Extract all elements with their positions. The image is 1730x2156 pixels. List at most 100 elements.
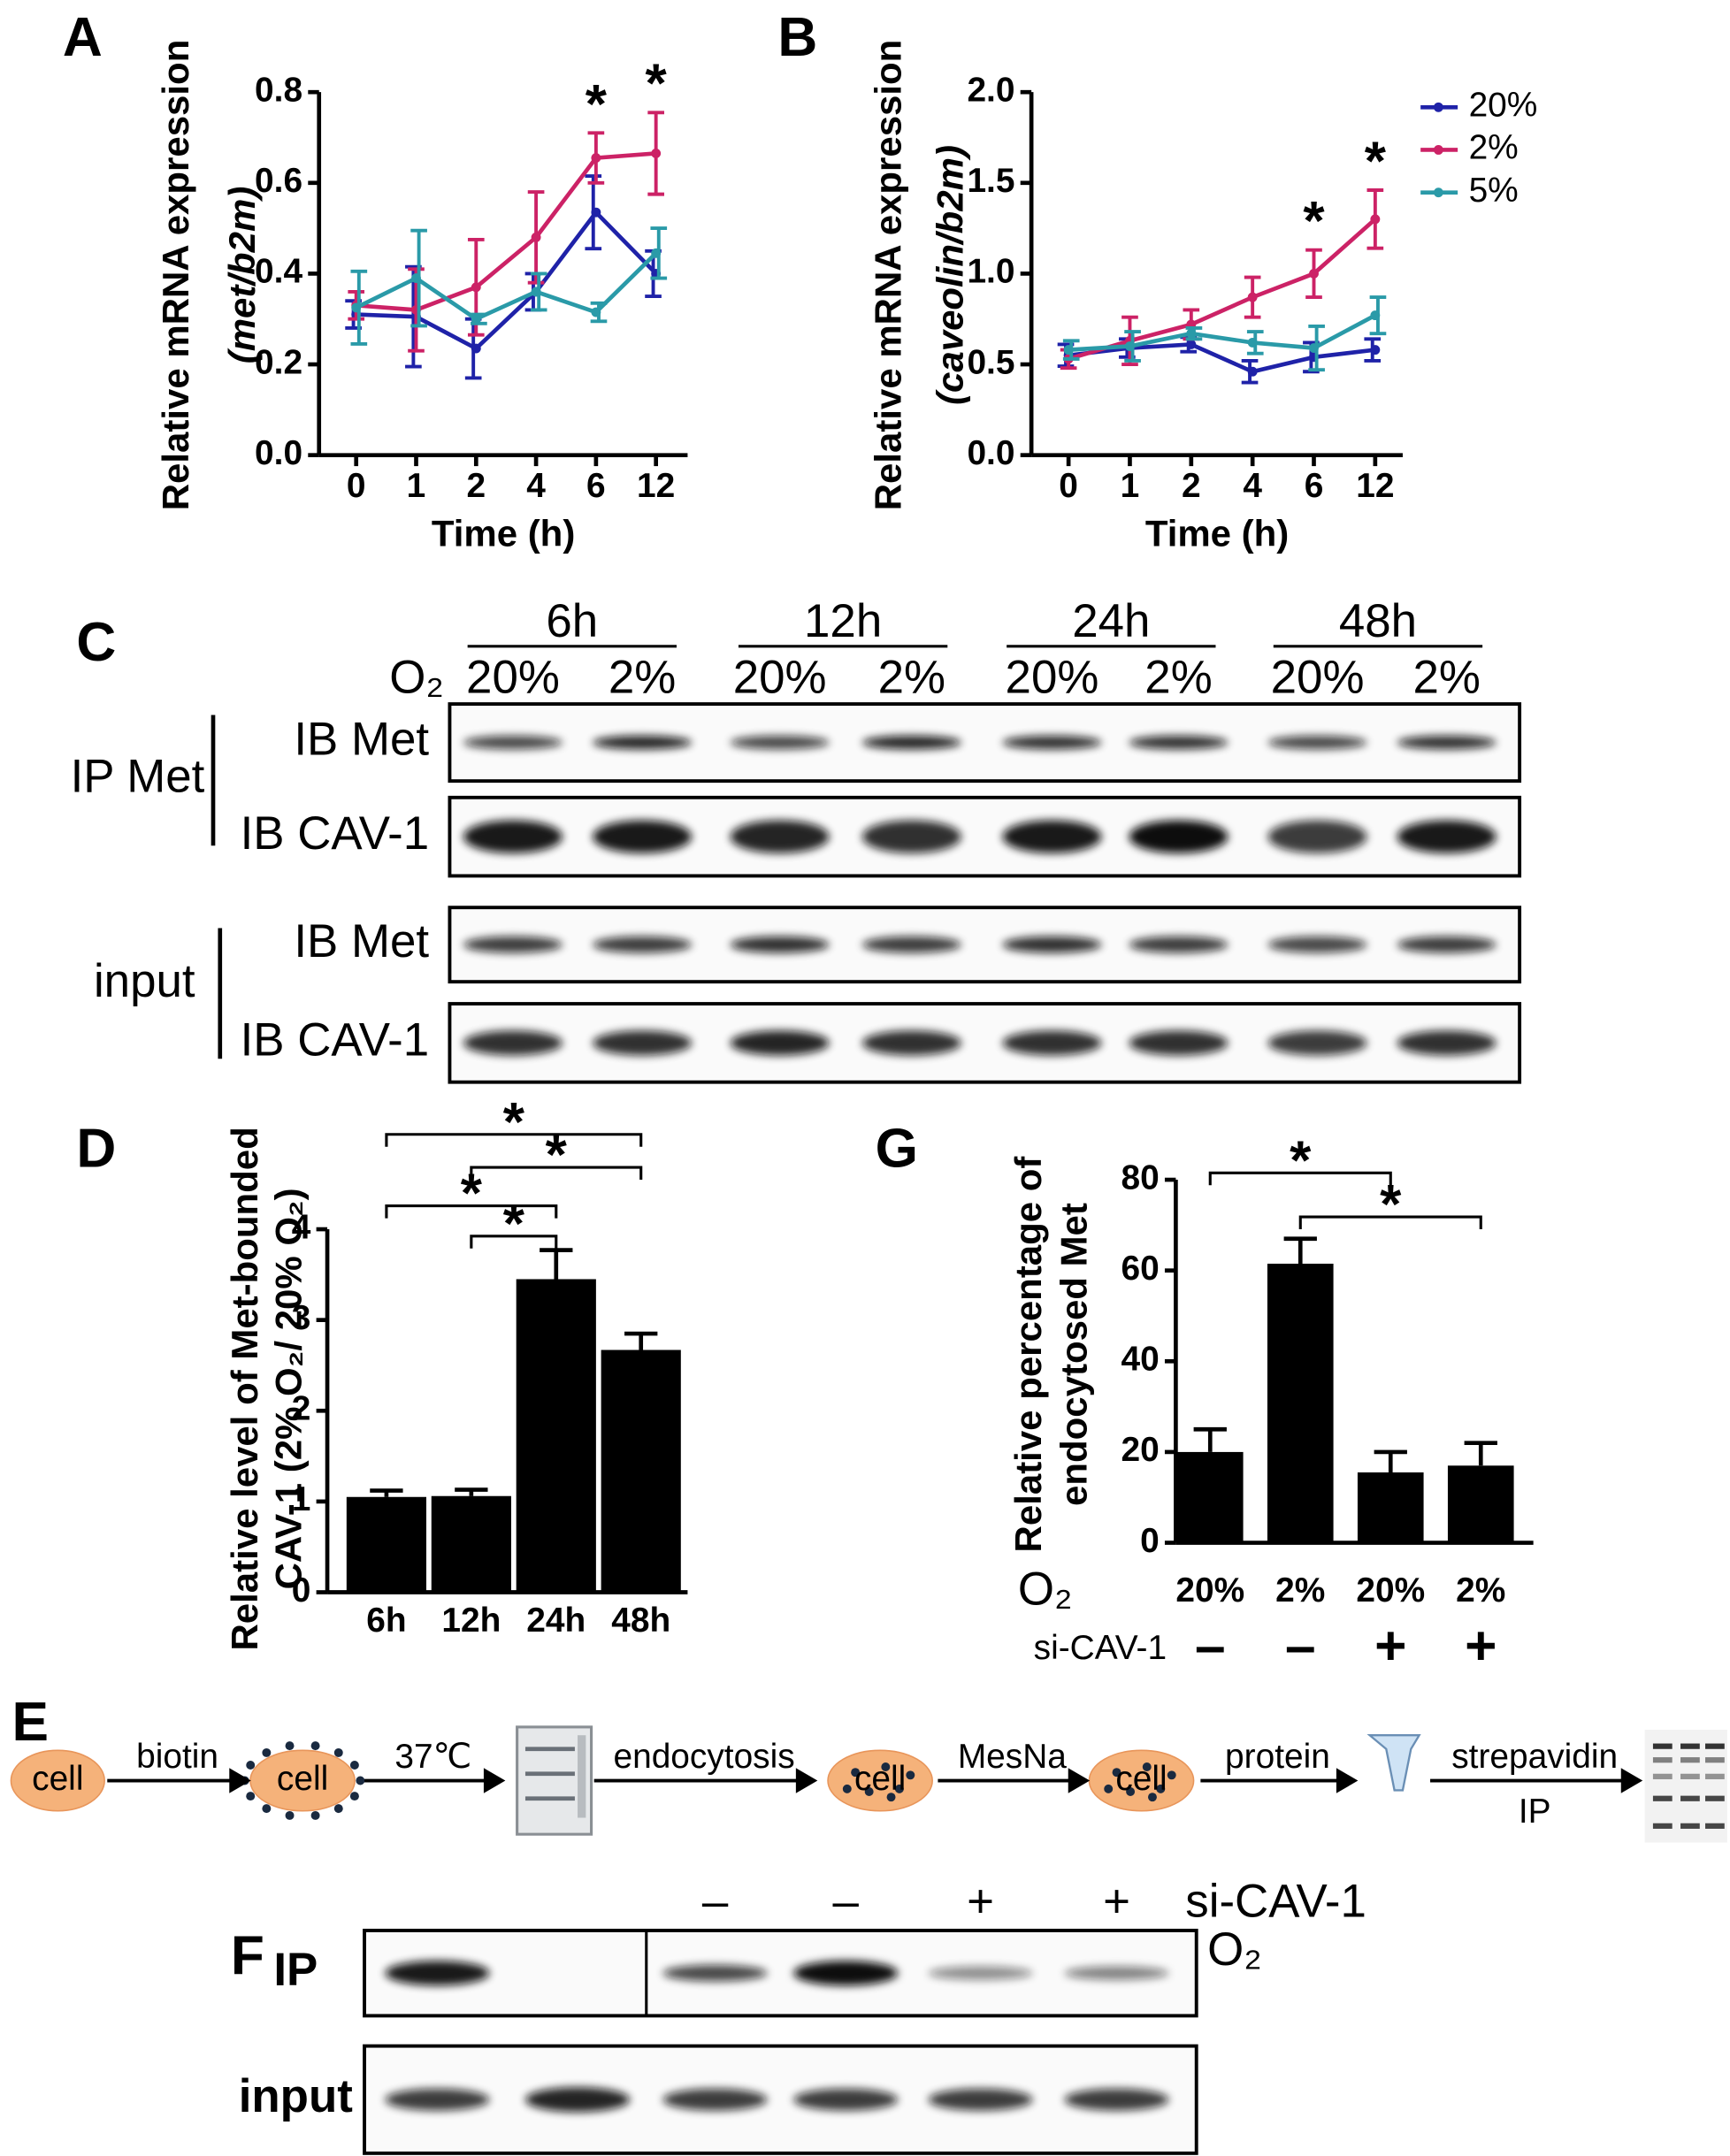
error-bar (1464, 1441, 1497, 1466)
biotin-dot (333, 1747, 343, 1757)
significance: * (546, 1125, 568, 1186)
error-bar (624, 1331, 658, 1350)
o2-value: 20% (1006, 652, 1099, 704)
panel-label: E (11, 1692, 48, 1753)
legend-label: 5% (1469, 172, 1519, 210)
blot-band (593, 735, 693, 750)
cell-label: cell (854, 1760, 906, 1798)
y-tick-label: 2.0 (967, 71, 1014, 109)
blot-band (928, 1966, 1033, 1980)
arrow (107, 1768, 251, 1793)
point (1186, 340, 1197, 349)
blot-band (463, 735, 563, 750)
blot-frame (363, 2044, 1198, 2155)
y-tick-label: 0.0 (967, 434, 1014, 472)
y-tick-label: 20 (1121, 1431, 1160, 1469)
panel-label: B (777, 7, 817, 68)
point (1370, 214, 1381, 225)
blot-band (662, 1964, 768, 1982)
biotin-dot (1142, 1762, 1152, 1771)
blot-band (730, 936, 830, 953)
o2-value: 20% (1271, 652, 1365, 704)
panel-label: F (231, 1925, 264, 1986)
point (1125, 341, 1135, 351)
panel-label: A (63, 7, 103, 68)
gel-band (1652, 1757, 1673, 1763)
x-tick-label: 0 (1059, 467, 1078, 505)
gel-band (1705, 1773, 1725, 1779)
gel-band (1652, 1795, 1673, 1801)
blot-band (1397, 820, 1497, 853)
x-tick-label: 6h (366, 1602, 406, 1640)
arrow (1200, 1768, 1359, 1793)
point (1309, 268, 1319, 279)
significance: * (1303, 191, 1325, 252)
point (471, 343, 481, 354)
row-label: IB Met (294, 714, 429, 766)
bar (431, 1495, 511, 1593)
significance-bracket (1298, 1215, 1482, 1230)
x-axis-label: Time (h) (432, 512, 575, 554)
bar (1176, 1451, 1244, 1543)
legend-marker (1433, 102, 1443, 112)
biotin-dot (851, 1768, 861, 1778)
significance-bracket (470, 1166, 643, 1181)
blot-band (861, 820, 961, 853)
bar (1267, 1263, 1334, 1543)
significance: * (503, 1092, 525, 1153)
biotin-dot (349, 1792, 359, 1801)
significance: * (646, 54, 668, 115)
biotin-dot (356, 1776, 365, 1785)
gel-band (1705, 1743, 1725, 1749)
blot-band (1129, 735, 1229, 750)
biotin-dot (285, 1741, 295, 1751)
y-tick-label: 0.4 (255, 253, 302, 291)
cell-label: cell (32, 1760, 83, 1798)
y-axis-label: Relative level of Met-bounded (224, 1127, 265, 1650)
y-tick-label: 0.8 (255, 71, 302, 109)
blot-band (463, 820, 563, 853)
gel-band (1652, 1823, 1673, 1829)
blot-band (1267, 820, 1367, 853)
o2-value: 2% (1144, 652, 1212, 704)
point (411, 273, 421, 283)
x-tick-label: 2% (1456, 1571, 1505, 1609)
blot-band (1002, 735, 1102, 750)
arrow (364, 1768, 506, 1793)
gel-band (1680, 1795, 1700, 1801)
x-tick-label: 0 (347, 467, 366, 505)
biotin-dot (285, 1810, 295, 1820)
o2-value: 20% (733, 652, 827, 704)
point (531, 232, 541, 242)
blot-band (1267, 936, 1367, 953)
panel-label: G (876, 1118, 918, 1179)
biotin-dot (842, 1784, 852, 1793)
y-tick-label: 0.0 (255, 434, 302, 472)
bar (1357, 1472, 1424, 1543)
x-tick-label: 24h (526, 1602, 586, 1640)
cell-label: cell (1115, 1760, 1167, 1798)
biotin-dot (262, 1747, 272, 1757)
point (1370, 310, 1381, 321)
x-tick-label: 4 (526, 467, 546, 505)
panel-label: D (76, 1118, 116, 1179)
blot-frame (363, 1929, 1198, 2018)
series-line (1068, 342, 1376, 374)
significance-bracket (385, 1133, 643, 1147)
y-axis-label: CAV-1 (2% O₂/ 20% O₂) (268, 1188, 310, 1589)
blot-band (662, 2088, 768, 2111)
arrow (1430, 1768, 1643, 1793)
x-tick-label: 1 (407, 467, 426, 505)
o2-value: 20% (466, 652, 560, 704)
blot-band (730, 820, 830, 853)
y-tick-label: 3 (292, 1299, 311, 1337)
y-axis-label: (caveolin/b2m) (930, 145, 971, 405)
arrow-label: strepavidin (1451, 1738, 1618, 1776)
x-tick-label: 2 (1182, 467, 1201, 505)
arrow (938, 1768, 1091, 1793)
biotin-dot (864, 1786, 874, 1796)
blot-band (593, 936, 693, 953)
blot-band (861, 1030, 961, 1056)
x-axis-label: Time (h) (1145, 512, 1289, 554)
y-tick-label: 60 (1121, 1250, 1160, 1288)
